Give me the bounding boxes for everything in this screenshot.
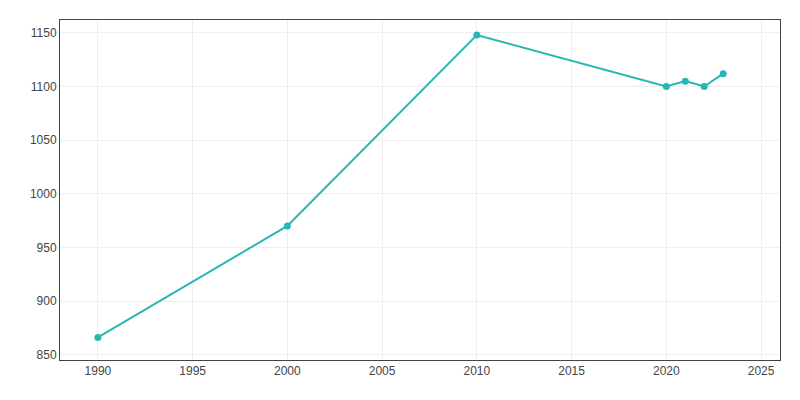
svg-text:1000: 1000 (30, 187, 57, 201)
svg-text:1050: 1050 (30, 133, 57, 147)
svg-text:1100: 1100 (31, 80, 57, 94)
svg-text:2000: 2000 (274, 364, 301, 378)
svg-text:950: 950 (37, 241, 57, 255)
svg-text:2020: 2020 (653, 364, 680, 378)
svg-text:2025: 2025 (748, 364, 775, 378)
svg-text:1995: 1995 (179, 364, 206, 378)
svg-text:2010: 2010 (463, 364, 490, 378)
svg-text:2015: 2015 (558, 364, 585, 378)
svg-text:1150: 1150 (31, 26, 57, 40)
svg-text:900: 900 (37, 294, 57, 308)
svg-text:2005: 2005 (369, 364, 396, 378)
svg-text:850: 850 (37, 348, 57, 362)
svg-text:1990: 1990 (85, 364, 112, 378)
